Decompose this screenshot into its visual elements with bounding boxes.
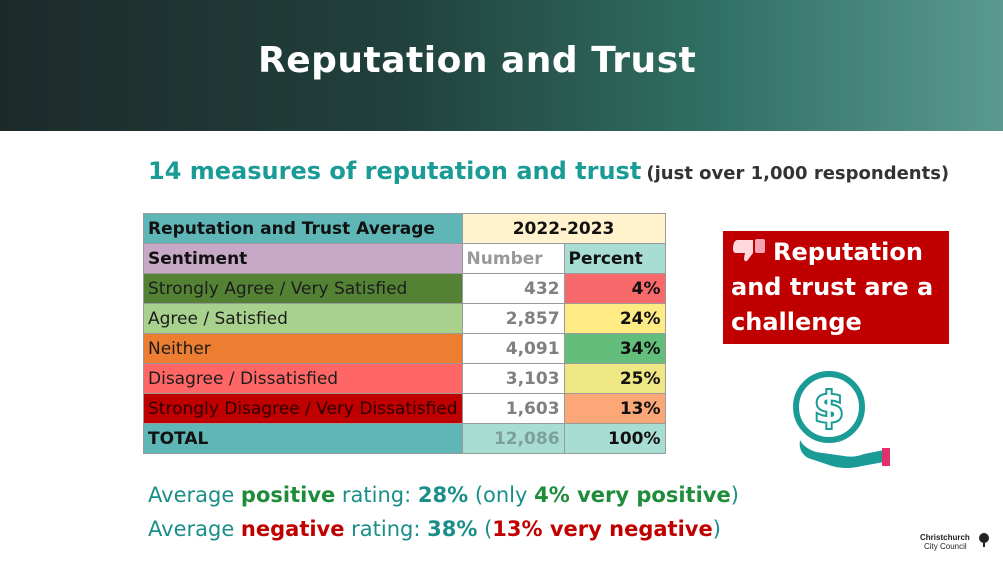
row-percent: 13% bbox=[563, 393, 666, 424]
total-number: 12,086 bbox=[461, 423, 565, 454]
summary-positive: Average positive rating: 28% (only 4% ve… bbox=[148, 483, 739, 507]
subtitle: 14 measures of reputation and trust (jus… bbox=[148, 157, 949, 185]
callout-line-2: and trust are a bbox=[731, 273, 934, 301]
table-row: Strongly Agree / Very Satisfied 432 4% bbox=[143, 273, 666, 304]
table-year: 2022-2023 bbox=[461, 213, 666, 244]
row-label: Disagree / Dissatisfied bbox=[143, 363, 463, 394]
subtitle-note: (just over 1,000 respondents) bbox=[646, 163, 950, 184]
row-number: 1,603 bbox=[461, 393, 565, 424]
table-row: Strongly Disagree / Very Dissatisfied 1,… bbox=[143, 393, 666, 424]
number-header: Number bbox=[461, 243, 565, 274]
summary-keyword: positive bbox=[240, 483, 336, 507]
title-banner: Reputation and Trust bbox=[0, 0, 1003, 131]
row-number: 3,103 bbox=[461, 363, 565, 394]
summary-paren-open: (only bbox=[468, 483, 535, 507]
svg-text:$: $ bbox=[814, 383, 843, 432]
row-number: 432 bbox=[461, 273, 565, 304]
logo-line-2: City Council bbox=[924, 542, 967, 551]
total-label: TOTAL bbox=[143, 423, 463, 454]
row-number: 2,857 bbox=[461, 303, 565, 334]
percent-header: Percent bbox=[563, 243, 666, 274]
summary-prefix: Average bbox=[148, 517, 241, 541]
summary-negative: Average negative rating: 38% (13% very n… bbox=[148, 517, 721, 541]
sentiment-header: Sentiment bbox=[143, 243, 463, 274]
row-percent: 25% bbox=[563, 363, 666, 394]
money-in-hand-icon: $ $ bbox=[792, 370, 896, 476]
row-percent: 4% bbox=[563, 273, 666, 304]
row-percent: 34% bbox=[563, 333, 666, 364]
summary-sub-value: 13% bbox=[492, 517, 543, 541]
row-label: Strongly Disagree / Very Dissatisfied bbox=[143, 393, 463, 424]
summary-paren-close: ) bbox=[712, 517, 721, 541]
subtitle-main: 14 measures of reputation and trust bbox=[148, 157, 642, 185]
table-row: Neither 4,091 34% bbox=[143, 333, 666, 364]
reputation-table: Reputation and Trust Average 2022-2023 S… bbox=[143, 213, 666, 454]
table-row: Agree / Satisfied 2,857 24% bbox=[143, 303, 666, 334]
row-percent: 24% bbox=[563, 303, 666, 334]
summary-value: 28% bbox=[417, 483, 469, 507]
table-total-row: TOTAL 12,086 100% bbox=[143, 423, 666, 454]
table-row: Disagree / Dissatisfied 3,103 25% bbox=[143, 363, 666, 394]
row-label: Neither bbox=[143, 333, 463, 364]
table-header-label: Reputation and Trust Average bbox=[143, 213, 463, 244]
row-number: 4,091 bbox=[461, 333, 565, 364]
row-label: Strongly Agree / Very Satisfied bbox=[143, 273, 463, 304]
thumbs-down-icon bbox=[731, 237, 767, 263]
challenge-callout: Reputation and trust are a challenge bbox=[723, 231, 949, 344]
summary-sub-value: 4% bbox=[534, 483, 570, 507]
callout-line-1: Reputation bbox=[773, 238, 923, 266]
summary-mid: rating: bbox=[344, 517, 428, 541]
summary-prefix: Average bbox=[148, 483, 241, 507]
summary-sub-keyword: very positive bbox=[569, 483, 731, 507]
summary-sub-keyword: very negative bbox=[542, 517, 713, 541]
logo-line-1: Christchurch bbox=[920, 533, 970, 542]
summary-paren-open: ( bbox=[477, 517, 493, 541]
svg-text:$: $ bbox=[814, 383, 843, 432]
tree-icon bbox=[979, 533, 989, 547]
table-subheader-row: Sentiment Number Percent bbox=[143, 243, 666, 274]
table-header-row: Reputation and Trust Average 2022-2023 bbox=[143, 213, 666, 244]
total-percent: 100% bbox=[563, 423, 666, 454]
page-title: Reputation and Trust bbox=[258, 40, 697, 81]
summary-paren-close: ) bbox=[730, 483, 739, 507]
council-logo: Christchurch City Council bbox=[920, 533, 990, 551]
row-label: Agree / Satisfied bbox=[143, 303, 463, 334]
summary-mid: rating: bbox=[335, 483, 418, 507]
callout-line-3: challenge bbox=[731, 308, 862, 336]
summary-value: 38% bbox=[427, 517, 478, 541]
summary-keyword: negative bbox=[240, 517, 345, 541]
